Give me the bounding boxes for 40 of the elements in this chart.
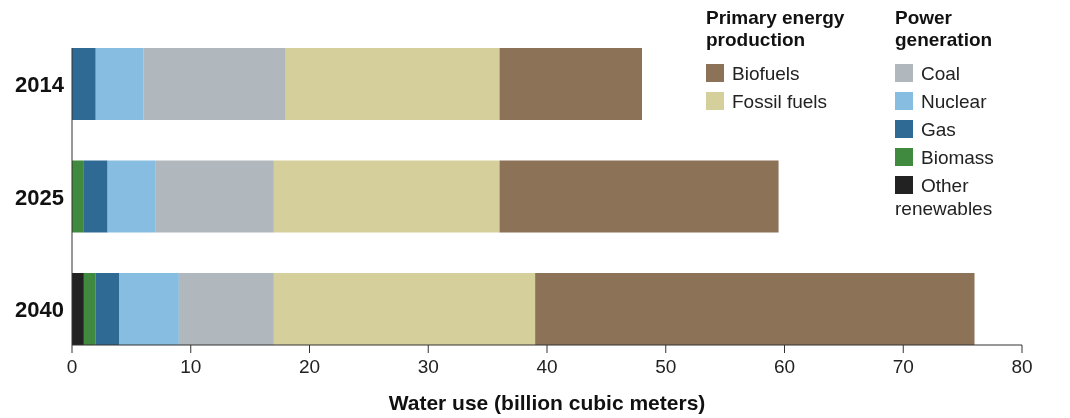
legend-label: Coal — [921, 63, 961, 84]
legend-label: Biomass — [921, 147, 994, 168]
legend-label: Gas — [921, 119, 956, 140]
y-tick-label: 2014 — [15, 72, 65, 97]
bar — [155, 160, 274, 233]
legend-label: Fossil fuels — [732, 91, 828, 112]
bar — [535, 273, 975, 345]
x-tick-label: 0 — [66, 356, 78, 377]
x-tick-label: 20 — [298, 356, 321, 377]
x-tick-label: 30 — [417, 356, 439, 377]
bar — [178, 273, 274, 345]
x-axis-title: Water use (billion cubic meters) — [388, 391, 706, 414]
bar — [107, 160, 156, 233]
bar — [83, 273, 96, 345]
x-tick-label: 70 — [892, 356, 914, 377]
x-tick-label: 80 — [1011, 356, 1033, 377]
bar — [72, 48, 96, 120]
bar — [119, 273, 179, 345]
bar — [95, 273, 120, 345]
x-tick-label: 10 — [180, 356, 202, 377]
legend-label: Other renewables — [895, 175, 993, 219]
bar — [95, 48, 144, 120]
legend-label: Nuclear — [921, 91, 988, 112]
annotation: Primary energy production — [706, 7, 845, 50]
annotation: Power generation — [895, 7, 993, 50]
legend-label: Biofuels — [732, 63, 800, 84]
bar — [499, 48, 642, 120]
y-tick-label: 2040 — [15, 297, 64, 322]
bar — [499, 160, 779, 233]
x-tick-label: 60 — [773, 356, 796, 377]
bar — [285, 48, 500, 120]
bar — [72, 273, 84, 345]
bar — [72, 160, 84, 233]
bar — [83, 160, 108, 233]
x-tick-label: 40 — [536, 356, 558, 377]
x-tick-label: 50 — [655, 356, 677, 377]
y-tick-label: 2025 — [15, 184, 64, 210]
bar — [143, 48, 286, 120]
bar — [273, 160, 500, 233]
bar — [273, 273, 536, 345]
